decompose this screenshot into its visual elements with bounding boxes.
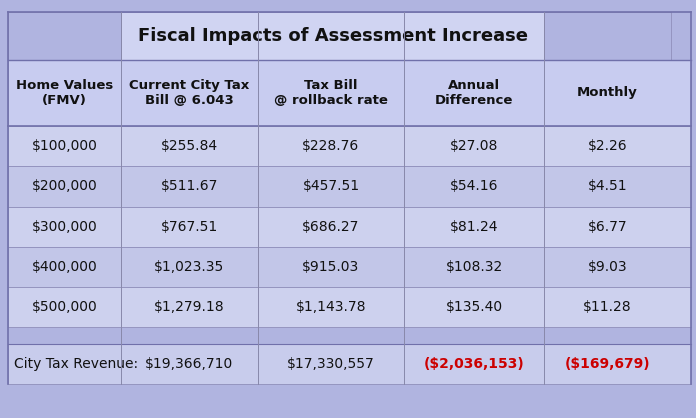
Text: $2.26: $2.26 [587, 139, 627, 153]
Text: $1,279.18: $1,279.18 [154, 300, 225, 314]
Text: $100,000: $100,000 [32, 139, 97, 153]
Text: $1,143.78: $1,143.78 [296, 300, 366, 314]
Text: $686.27: $686.27 [302, 219, 360, 234]
Text: Current City Tax
Bill @ 6.043: Current City Tax Bill @ 6.043 [129, 79, 249, 107]
Text: Fiscal Impacts of Assessment Increase: Fiscal Impacts of Assessment Increase [138, 27, 528, 45]
Bar [8, 126, 691, 166]
Text: $11.28: $11.28 [583, 300, 632, 314]
Text: $500,000: $500,000 [32, 300, 97, 314]
Text: City Tax Revenue:: City Tax Revenue: [14, 357, 138, 371]
Bar [8, 344, 691, 384]
Text: $767.51: $767.51 [161, 219, 218, 234]
Text: ($2,036,153): ($2,036,153) [424, 357, 525, 371]
Bar [8, 12, 121, 59]
Bar [121, 12, 544, 59]
Text: ($169,679): ($169,679) [564, 357, 650, 371]
Text: $108.32: $108.32 [445, 260, 503, 274]
Text: $27.08: $27.08 [450, 139, 498, 153]
Text: Annual
Difference: Annual Difference [435, 79, 514, 107]
Text: $6.77: $6.77 [587, 219, 627, 234]
Text: $17,330,557: $17,330,557 [287, 357, 375, 371]
Bar [544, 12, 671, 59]
Text: $300,000: $300,000 [32, 219, 97, 234]
Bar [8, 206, 691, 247]
Text: $200,000: $200,000 [32, 179, 97, 194]
Text: Tax Bill
@ rollback rate: Tax Bill @ rollback rate [274, 79, 388, 107]
Text: $400,000: $400,000 [32, 260, 97, 274]
Text: $1,023.35: $1,023.35 [154, 260, 224, 274]
Text: $9.03: $9.03 [587, 260, 627, 274]
Text: Monthly: Monthly [577, 86, 638, 99]
Bar [8, 287, 691, 327]
Text: $19,366,710: $19,366,710 [145, 357, 233, 371]
Text: $135.40: $135.40 [445, 300, 503, 314]
Text: $511.67: $511.67 [161, 179, 218, 194]
Text: $255.84: $255.84 [161, 139, 218, 153]
Text: $228.76: $228.76 [302, 139, 360, 153]
Text: $915.03: $915.03 [302, 260, 360, 274]
Bar [8, 247, 691, 287]
Text: $457.51: $457.51 [302, 179, 360, 194]
Text: $81.24: $81.24 [450, 219, 498, 234]
Text: $54.16: $54.16 [450, 179, 498, 194]
Text: Home Values
(FMV): Home Values (FMV) [16, 79, 113, 107]
Text: $4.51: $4.51 [587, 179, 627, 194]
Bar [8, 166, 691, 206]
Bar [8, 59, 691, 126]
